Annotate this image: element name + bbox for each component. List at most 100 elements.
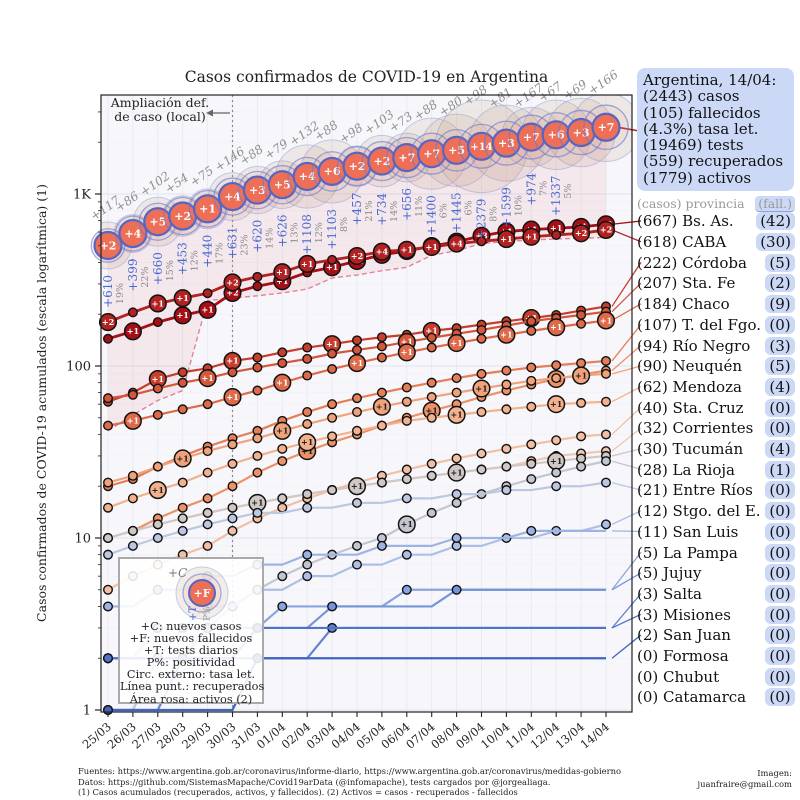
- data-point: [601, 456, 612, 467]
- data-point: [576, 358, 587, 369]
- annotation-line2: de caso (local): [114, 109, 205, 124]
- new-deaths-label: +7: [523, 131, 540, 144]
- new-deaths-label: +5: [274, 178, 291, 191]
- positivity-label: 13%: [289, 222, 300, 243]
- new-deaths-label: +6: [324, 165, 341, 178]
- y-tick-label: 100: [66, 360, 91, 375]
- province-deaths-badge: (9): [765, 295, 795, 314]
- chart-legend-box: +F +C +T P% +C: nuevos casos +F: nuevos fall…: [118, 557, 264, 706]
- leader-line: [611, 572, 642, 591]
- data-point: [401, 549, 412, 560]
- death-marker: [148, 481, 167, 500]
- legend-line: +F: nuevos fallecidos: [129, 632, 253, 646]
- province-cases-name: (207) Sta. Fe: [637, 274, 736, 293]
- footer-credit: Imagen: juanfraire@gmail.com: [672, 768, 792, 789]
- death-count-label: +1: [500, 330, 512, 340]
- province-deaths-badge: (0): [765, 647, 795, 666]
- leader-line: [611, 460, 642, 471]
- data-point: [551, 481, 562, 492]
- leader-line: [611, 324, 642, 362]
- annotation-arrow-head: [206, 109, 213, 117]
- province-deaths-badge: (0): [765, 315, 795, 334]
- recovered-line: [107, 236, 607, 432]
- leader-line: [611, 344, 642, 372]
- death-count-label: +1: [426, 326, 438, 336]
- data-point: [302, 502, 313, 513]
- province-cases-name: (28) La Rioja: [637, 460, 735, 479]
- tests-label: +1445: [450, 192, 464, 233]
- new-deaths-label: +4: [299, 170, 316, 183]
- chart-title: Casos confirmados de COVID-19 en Argenti…: [184, 68, 549, 86]
- death-count-label: +1: [326, 339, 338, 349]
- province-deaths-badge: (4): [765, 440, 795, 459]
- death-marker: [198, 300, 217, 319]
- data-point: [601, 355, 612, 366]
- death-count-label: +2: [351, 251, 363, 261]
- positivity-label: 14%: [389, 201, 400, 222]
- province-cases-name: (32) Corrientes: [637, 419, 754, 438]
- death-marker: [372, 242, 391, 261]
- data-point: [102, 549, 113, 560]
- summary-line: (2443) casos: [643, 87, 740, 106]
- province-line-13: [102, 477, 642, 560]
- footer-line: Fuentes: https://www.argentina.gob.ar/co…: [78, 766, 622, 776]
- death-marker: [497, 325, 516, 344]
- province-deaths-badge: (0): [765, 502, 795, 521]
- credit-line: Imagen:: [757, 768, 792, 778]
- death-count-label: +1: [226, 392, 238, 402]
- legend-lines: +C: nuevos casos +F: nuevos fallecidos +T:…: [120, 620, 264, 706]
- province-cases-name: (11) San Luis: [637, 522, 739, 541]
- province-cases-name: (5) Jujuy: [637, 564, 702, 583]
- leader-line: [611, 303, 642, 322]
- province-deaths-badge: (0): [765, 688, 795, 707]
- data-point: [227, 367, 238, 378]
- data-point: [401, 474, 412, 485]
- positivity-label: 8%: [489, 207, 500, 222]
- footer-line: Datos: https://github.com/SistemasMapach…: [78, 776, 551, 787]
- province-deaths-badge: (0): [765, 605, 795, 624]
- province-row: (3) Salta (0): [637, 584, 795, 605]
- death-marker: [447, 333, 466, 353]
- legend-plus-c: +C: [168, 566, 187, 580]
- tests-label: +626: [275, 214, 289, 247]
- province-cases-name: (5) La Pampa: [637, 543, 738, 562]
- data-point: [102, 393, 113, 404]
- data-point: [352, 335, 363, 346]
- data-point: [526, 439, 537, 450]
- tests-label: +631: [226, 226, 240, 259]
- data-point: [102, 333, 113, 344]
- province-row: (90) Neuquén (5): [637, 356, 795, 377]
- data-point: [576, 397, 587, 408]
- province-row: (2) San Juan (0): [637, 625, 795, 646]
- death-count-label: +1: [276, 267, 288, 277]
- new-deaths-label: +2: [349, 160, 366, 173]
- data-point: [252, 362, 263, 373]
- province-row: (3) Misiones (0): [637, 604, 795, 625]
- positivity-label: 12%: [190, 250, 201, 271]
- positivity-label: 5%: [563, 184, 574, 199]
- positivity-label: 22%: [140, 267, 151, 288]
- data-point: [177, 477, 188, 488]
- province-deaths-badge: (0): [765, 481, 795, 500]
- legend-line: +C: nuevos casos: [140, 620, 242, 633]
- death-count-label: +1: [152, 485, 164, 495]
- summary-line: (105) fallecidos: [643, 103, 761, 122]
- x-tick-label: 14/04: [578, 720, 612, 752]
- data-point: [152, 533, 163, 544]
- data-point: [476, 464, 487, 475]
- data-point: [551, 467, 562, 478]
- positivity-label: 6%: [439, 203, 450, 218]
- leader-line: [611, 365, 642, 375]
- death-count-label: +1: [152, 374, 164, 384]
- tests-label: +620: [250, 220, 264, 253]
- province-deaths-badge: (0): [765, 626, 795, 645]
- province-cases-name: (0) Chubut: [637, 667, 720, 686]
- death-marker: [572, 224, 591, 243]
- death-count-label: +1: [152, 298, 164, 308]
- death-count-label: +1: [426, 405, 438, 415]
- death-count-label: +1: [550, 223, 562, 233]
- legend-line: Área rosa: activos (2): [129, 692, 253, 706]
- data-point: [102, 601, 113, 612]
- data-point: [601, 396, 612, 407]
- new-deaths-label: +2: [174, 210, 191, 223]
